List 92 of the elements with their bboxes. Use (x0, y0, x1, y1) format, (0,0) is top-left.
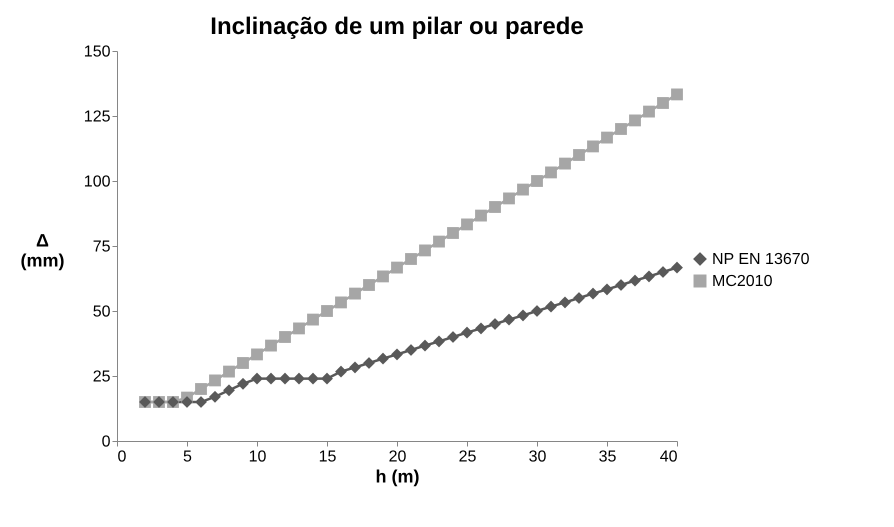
point (223, 384, 235, 396)
point (643, 106, 655, 118)
point (209, 390, 221, 403)
point (573, 149, 585, 161)
point (475, 322, 487, 334)
legend-label: MC2010 (712, 273, 773, 290)
point (545, 300, 557, 312)
point (279, 372, 291, 385)
point (349, 288, 361, 300)
point (461, 326, 473, 338)
x-tick-label: 25 (458, 448, 476, 466)
point (559, 296, 571, 308)
point (237, 378, 249, 390)
point (265, 340, 277, 352)
chart-title: Inclinação de um pilar ou parede (210, 13, 584, 40)
point (461, 218, 473, 230)
point (517, 310, 529, 322)
point (489, 201, 501, 213)
point (587, 288, 599, 300)
point (419, 340, 431, 352)
point (391, 262, 403, 274)
x-tick-label: 10 (248, 448, 266, 466)
point (377, 352, 389, 364)
point (615, 123, 627, 135)
point (587, 140, 599, 152)
point (573, 292, 585, 304)
y-tick-label: 25 (92, 368, 111, 386)
legend-label: NP EN 13670 (712, 251, 810, 268)
x-axis-title: h (m) (376, 466, 420, 486)
point (307, 372, 319, 385)
point (601, 132, 613, 144)
point (293, 372, 305, 385)
point (615, 279, 627, 291)
point (517, 184, 529, 196)
y-tick-label: 50 (92, 304, 111, 320)
point (447, 227, 459, 239)
x-tick-label: 15 (318, 448, 336, 466)
point (335, 296, 347, 308)
point (475, 210, 487, 222)
point (265, 372, 277, 385)
point (433, 236, 445, 248)
x-tick-label: 35 (598, 448, 616, 466)
point (237, 357, 249, 369)
point (405, 253, 417, 265)
point (545, 166, 557, 178)
point (643, 270, 655, 282)
point (293, 322, 305, 334)
y-tick-label: 0 (102, 434, 111, 450)
point (433, 336, 445, 348)
point (223, 366, 235, 378)
point (405, 344, 417, 356)
point (503, 314, 515, 326)
y-tick-label: 125 (84, 108, 111, 126)
x-tick-label: 0 (118, 448, 126, 466)
point (657, 266, 669, 278)
point (489, 318, 501, 330)
y-axis-title: Δ (mm) (20, 230, 65, 270)
point (629, 114, 641, 126)
point (181, 396, 193, 408)
point (559, 158, 571, 170)
y-tick-label: 75 (92, 238, 111, 256)
point (629, 274, 641, 286)
point (363, 357, 375, 369)
y-tick-label: 100 (84, 174, 111, 190)
point (321, 305, 333, 317)
x-tick-label: 40 (660, 448, 678, 466)
point (349, 362, 361, 374)
point (195, 396, 207, 408)
x-tick-label: 20 (388, 448, 406, 466)
x-tick-label: 30 (528, 448, 546, 466)
point (363, 279, 375, 291)
point (279, 331, 291, 343)
point (531, 305, 543, 317)
point (419, 244, 431, 256)
point (209, 374, 221, 386)
point (307, 314, 319, 326)
point (251, 348, 263, 360)
point (251, 372, 263, 385)
point (671, 88, 683, 100)
point (377, 270, 389, 282)
point (657, 97, 669, 109)
y-tick-label: 150 (84, 44, 111, 60)
point (531, 175, 543, 187)
point (321, 372, 333, 385)
point (447, 331, 459, 343)
point (671, 262, 683, 274)
x-tick-label: 5 (183, 448, 192, 466)
point (391, 348, 403, 360)
point (195, 383, 207, 395)
point (335, 366, 347, 378)
point (601, 284, 613, 296)
point (503, 192, 515, 204)
